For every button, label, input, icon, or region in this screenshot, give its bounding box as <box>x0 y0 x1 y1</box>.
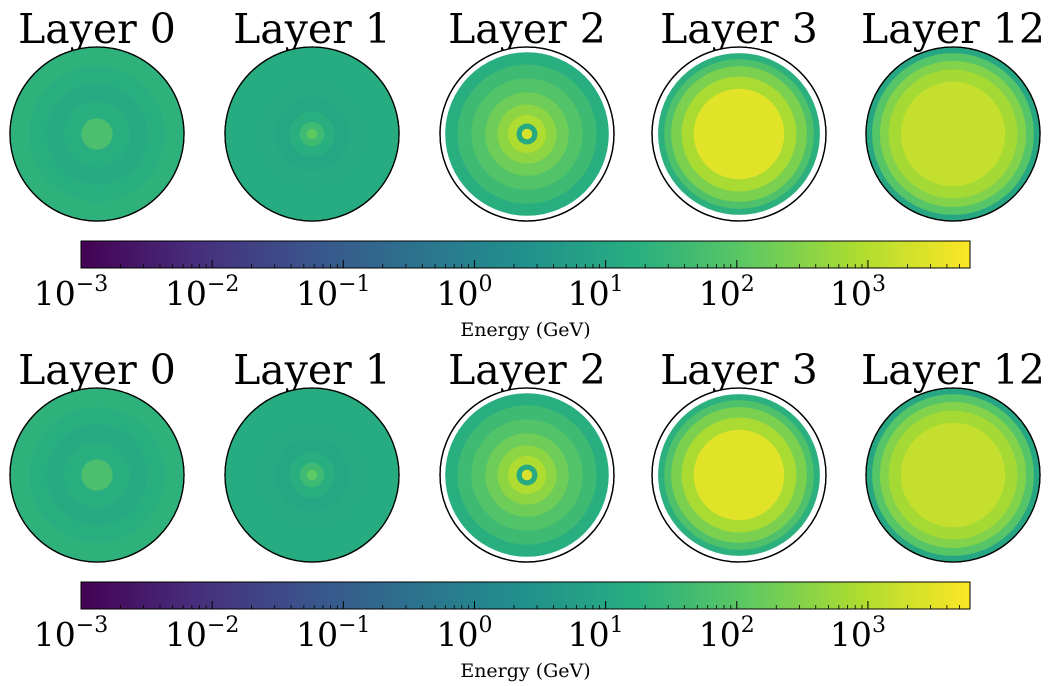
layer-plot: Layer 2 <box>439 346 615 563</box>
layer-title: Layer 3 <box>660 5 818 53</box>
layer-outline-stroke <box>865 46 1041 222</box>
layer-plot: Layer 0 <box>9 346 185 563</box>
layer-outline-stroke <box>651 387 827 563</box>
colorbar-tick-label: 10−3 <box>34 613 108 654</box>
colorbar-tick-label: 101 <box>568 272 624 313</box>
layer-plot: Layer 3 <box>651 346 827 563</box>
layer-title: Layer 1 <box>233 5 391 53</box>
layer-outline-stroke <box>865 387 1041 563</box>
colorbar-tick-label: 100 <box>436 272 492 313</box>
colorbar-tick-label: 10−1 <box>296 613 370 654</box>
layer-title: Layer 12 <box>861 346 1045 394</box>
colorbar-label: Energy (GeV) <box>460 319 590 341</box>
layer-plot: Layer 2 <box>439 5 615 222</box>
colorbar-tick-label: 10−2 <box>165 272 239 313</box>
energy-ring <box>81 459 113 491</box>
layer-title: Layer 3 <box>660 346 818 394</box>
layer-title: Layer 2 <box>448 346 606 394</box>
layer-outline-stroke <box>224 387 400 563</box>
colorbar-gradient <box>80 240 971 269</box>
layer-plot: Layer 12 <box>861 5 1045 222</box>
panel-top: Layer 0 Layer 1 Layer 2 Layer 3 Layer 12 10−3… <box>9 5 1045 341</box>
colorbar-gradient <box>80 581 971 610</box>
energy-ring <box>306 128 318 140</box>
colorbar-label: Energy (GeV) <box>460 660 590 682</box>
layer-outline-stroke <box>224 46 400 222</box>
colorbar-tick-label: 102 <box>699 613 755 654</box>
energy-ring <box>900 422 1006 528</box>
layer-title: Layer 0 <box>18 346 176 394</box>
layer-plot: Layer 1 <box>224 346 400 563</box>
colorbar-tick-label: 102 <box>699 272 755 313</box>
panel-bottom: Layer 0 Layer 1 Layer 2 Layer 3 Layer 12 10−3… <box>9 346 1045 682</box>
layer-outline-stroke <box>439 387 615 563</box>
layer-title: Layer 0 <box>18 5 176 53</box>
layer-outline-stroke <box>9 46 185 222</box>
layer-outline-stroke <box>651 46 827 222</box>
colorbar: 10−3 10−2 10−1 100 101 102 103 Energy (GeV) <box>34 240 971 341</box>
colorbar: 10−3 10−2 10−1 100 101 102 103 Energy (GeV) <box>34 581 971 682</box>
colorbar-tick-label: 10−2 <box>165 613 239 654</box>
energy-ring <box>900 81 1006 187</box>
energy-ring <box>693 88 785 180</box>
layer-outline-stroke <box>9 387 185 563</box>
colorbar-tick-label: 10−3 <box>34 272 108 313</box>
energy-ring <box>521 469 533 481</box>
colorbar-tick-label: 10−1 <box>296 272 370 313</box>
energy-ring <box>306 469 318 481</box>
colorbar-tick-label: 101 <box>568 613 624 654</box>
layer-plot: Layer 0 <box>9 5 185 222</box>
layer-plot: Layer 12 <box>861 346 1045 563</box>
layer-title: Layer 12 <box>861 5 1045 53</box>
colorbar-tick-label: 103 <box>830 613 886 654</box>
energy-ring <box>693 429 785 521</box>
layer-title: Layer 1 <box>233 346 391 394</box>
layer-plot: Layer 3 <box>651 5 827 222</box>
layer-title: Layer 2 <box>448 5 606 53</box>
energy-ring <box>521 128 533 140</box>
energy-ring <box>81 118 113 150</box>
colorbar-tick-label: 100 <box>436 613 492 654</box>
layer-outline-stroke <box>439 46 615 222</box>
colorbar-tick-label: 103 <box>830 272 886 313</box>
layer-plot: Layer 1 <box>224 5 400 222</box>
